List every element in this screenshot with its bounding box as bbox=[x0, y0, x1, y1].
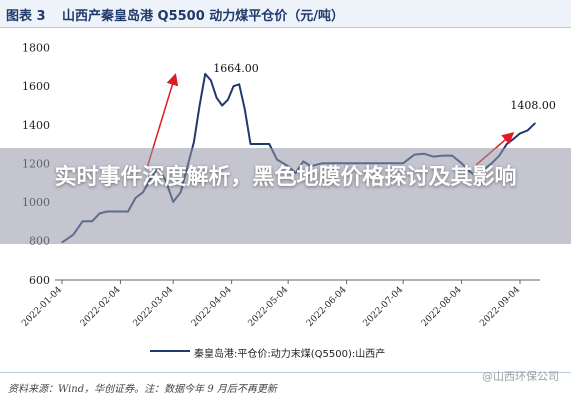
data-point bbox=[519, 132, 521, 134]
legend-label: 秦皇岛港:平仓价:动力末煤(Q5500):山西产 bbox=[194, 349, 386, 360]
figure-label: 图表 3 bbox=[6, 9, 46, 24]
data-point bbox=[257, 143, 259, 145]
data-point bbox=[216, 97, 218, 99]
annotation-label: 1408.00 bbox=[510, 99, 556, 112]
watermark-text: @山西环保公司 bbox=[482, 370, 559, 383]
data-point bbox=[244, 108, 246, 110]
data-point bbox=[232, 85, 235, 87]
data-point bbox=[513, 137, 515, 139]
headline-overlay bbox=[0, 148, 571, 244]
figure-header bbox=[0, 0, 571, 27]
y-tick-label: 600 bbox=[29, 274, 50, 287]
data-point bbox=[199, 104, 201, 107]
source-note: 资料来源：Wind，华创证券。注：数据今年 9 月后不再更新 bbox=[8, 384, 277, 395]
data-point bbox=[268, 143, 270, 145]
data-point bbox=[506, 143, 508, 145]
x-tick-label: 2022-09-04 bbox=[478, 285, 522, 329]
data-point bbox=[238, 83, 240, 85]
y-tick-label: 1600 bbox=[22, 80, 50, 93]
x-tick-label: 2022-06-04 bbox=[305, 285, 349, 329]
chart-annotations: 1664.00 1408.00 bbox=[146, 62, 556, 169]
y-tick-label: 1800 bbox=[22, 42, 50, 55]
x-tick-label: 2022-07-04 bbox=[362, 285, 406, 329]
header-divider bbox=[0, 27, 571, 28]
data-point bbox=[227, 99, 229, 101]
x-tick-label: 2022-08-04 bbox=[420, 285, 464, 329]
x-tick-label: 2022-05-04 bbox=[247, 285, 291, 329]
data-point bbox=[210, 79, 212, 81]
annotation-label: 1664.00 bbox=[213, 62, 259, 75]
footer-divider bbox=[0, 372, 571, 373]
x-tick-label: 2022-01-04 bbox=[20, 285, 64, 329]
y-tick-label: 1400 bbox=[22, 119, 50, 132]
data-point bbox=[249, 143, 252, 145]
data-point bbox=[221, 104, 223, 107]
chart-title: 山西产秦皇岛港 Q5500 动力煤平仓价（元/吨） bbox=[62, 9, 345, 24]
x-tick-label: 2022-02-04 bbox=[79, 285, 123, 329]
headline-text: 实时事件深度解析，黑色地膜价格探讨及其影响 bbox=[54, 165, 517, 190]
x-tick-label: 2022-04-04 bbox=[190, 285, 234, 329]
x-tick-label: 2022-03-04 bbox=[132, 285, 176, 329]
data-point bbox=[204, 73, 206, 75]
data-point bbox=[526, 129, 529, 132]
data-point bbox=[534, 122, 536, 124]
data-point bbox=[193, 141, 195, 143]
